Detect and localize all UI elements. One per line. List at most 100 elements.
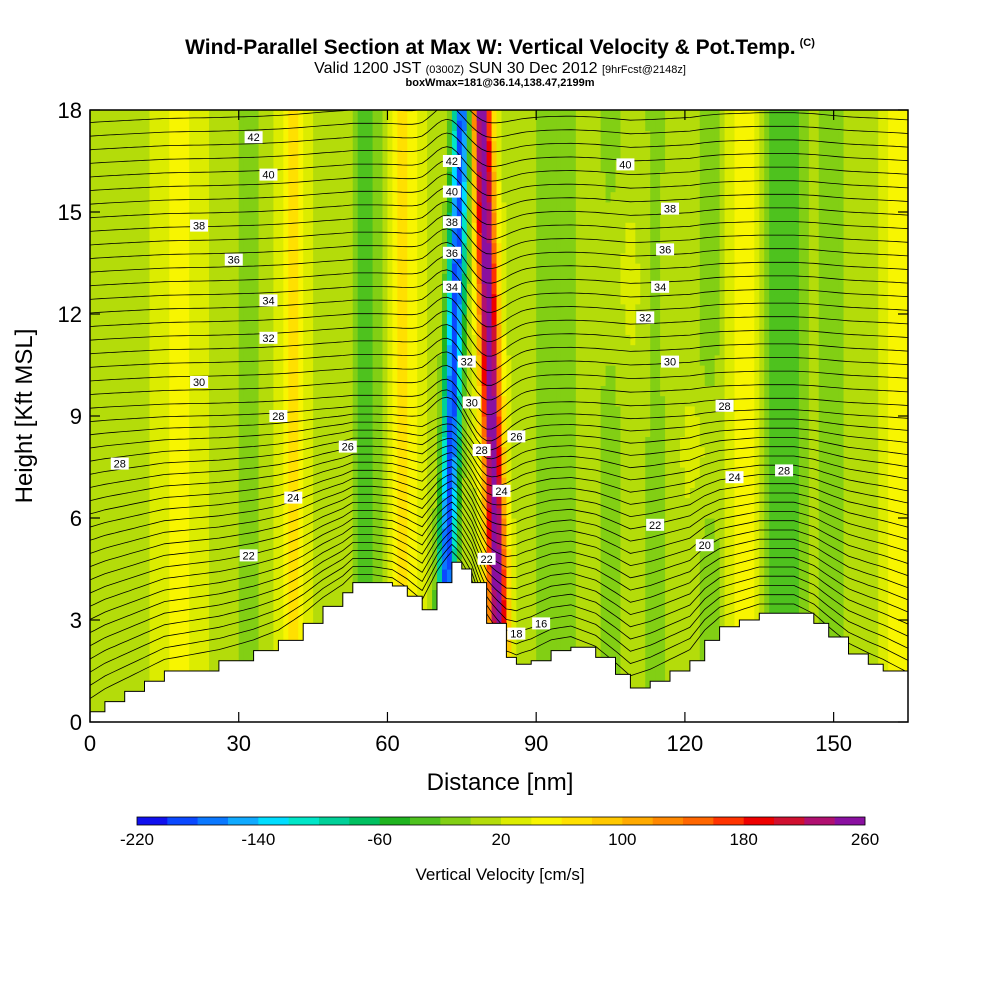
- velocity-cell: [352, 528, 359, 539]
- velocity-cell: [288, 538, 294, 550]
- velocity-cell: [412, 191, 418, 203]
- velocity-cell: [263, 620, 270, 631]
- velocity-cell: [283, 263, 289, 274]
- velocity-cell: [412, 416, 418, 427]
- velocity-cell: [417, 130, 423, 142]
- velocity-cell: [263, 140, 270, 152]
- velocity-cell: [362, 354, 369, 366]
- velocity-cell: [367, 120, 374, 131]
- velocity-cell: [476, 365, 483, 376]
- velocity-cell: [293, 171, 299, 182]
- velocity-cell: [323, 171, 329, 182]
- velocity-cell: [248, 354, 255, 366]
- velocity-cell: [313, 130, 319, 142]
- velocity-cell: [184, 273, 190, 284]
- velocity-cell: [263, 436, 270, 448]
- velocity-cell: [308, 222, 314, 233]
- velocity-cell: [243, 344, 250, 356]
- velocity-cell: [382, 507, 389, 519]
- velocity-cell: [199, 416, 205, 427]
- velocity-cell: [283, 395, 289, 407]
- velocity-cell: [496, 426, 503, 437]
- velocity-cell: [446, 140, 453, 152]
- velocity-cell: [99, 140, 106, 152]
- velocity-cell: [134, 599, 141, 611]
- velocity-cell: [134, 609, 141, 621]
- velocity-cell: [258, 548, 265, 560]
- velocity-cell: [432, 171, 438, 182]
- velocity-cell: [491, 201, 498, 213]
- velocity-cell: [387, 375, 394, 386]
- velocity-cell: [109, 609, 116, 621]
- velocity-cell: [248, 344, 255, 356]
- velocity-cell: [258, 630, 265, 641]
- velocity-cell: [451, 446, 458, 458]
- velocity-cell: [134, 283, 141, 295]
- velocity-cell: [129, 263, 136, 274]
- velocity-cell: [412, 222, 418, 233]
- velocity-cell: [139, 314, 146, 325]
- velocity-cell: [243, 334, 250, 346]
- velocity-cell: [456, 324, 463, 335]
- velocity-cell: [233, 395, 240, 407]
- velocity-cell: [184, 385, 190, 397]
- velocity-cell: [471, 150, 478, 162]
- velocity-cell: [283, 334, 289, 346]
- velocity-cell: [288, 283, 294, 295]
- velocity-cell: [318, 416, 324, 427]
- velocity-cell: [258, 161, 265, 172]
- velocity-cell: [323, 303, 329, 315]
- velocity-cell: [308, 252, 314, 264]
- velocity-cell: [124, 446, 131, 458]
- velocity-cell: [323, 599, 329, 611]
- velocity-cell: [273, 324, 279, 335]
- velocity-cell: [94, 518, 101, 529]
- velocity-cell: [94, 569, 101, 580]
- velocity-cell: [417, 487, 423, 499]
- velocity-cell: [114, 426, 121, 437]
- velocity-cell: [144, 232, 151, 244]
- velocity-cell: [228, 518, 235, 529]
- velocity-cell: [134, 620, 141, 631]
- velocity-cell: [476, 140, 483, 152]
- velocity-cell: [427, 446, 433, 458]
- velocity-cell: [119, 222, 126, 233]
- velocity-cell: [471, 293, 478, 305]
- velocity-cell: [174, 395, 180, 407]
- velocity-cell: [407, 375, 413, 386]
- velocity-cell: [308, 110, 314, 121]
- velocity-cell: [154, 456, 161, 468]
- velocity-cell: [263, 354, 270, 366]
- velocity-cell: [476, 181, 483, 193]
- velocity-cell: [491, 181, 498, 193]
- velocity-cell: [427, 314, 433, 325]
- velocity-cell: [377, 120, 384, 131]
- velocity-cell: [199, 293, 205, 305]
- velocity-cell: [179, 660, 185, 672]
- velocity-cell: [233, 263, 240, 274]
- velocity-cell: [139, 375, 146, 386]
- velocity-cell: [446, 569, 453, 580]
- velocity-cell: [466, 538, 473, 550]
- velocity-cell: [208, 293, 215, 305]
- velocity-cell: [169, 334, 175, 346]
- velocity-cell: [466, 242, 473, 254]
- velocity-cell: [298, 548, 304, 560]
- velocity-cell: [218, 222, 225, 233]
- velocity-cell: [293, 344, 299, 356]
- velocity-cell: [179, 242, 185, 254]
- velocity-cell: [347, 120, 354, 131]
- velocity-cell: [323, 375, 329, 386]
- velocity-cell: [402, 252, 408, 264]
- velocity-cell: [377, 201, 384, 213]
- velocity-cell: [486, 130, 493, 142]
- velocity-cell: [327, 171, 334, 182]
- velocity-cell: [144, 620, 151, 631]
- velocity-cell: [412, 293, 418, 305]
- velocity-cell: [144, 110, 151, 121]
- velocity-cell: [432, 181, 438, 193]
- velocity-cell: [228, 150, 235, 162]
- velocity-cell: [218, 589, 225, 601]
- velocity-cell: [293, 252, 299, 264]
- velocity-cell: [213, 579, 220, 590]
